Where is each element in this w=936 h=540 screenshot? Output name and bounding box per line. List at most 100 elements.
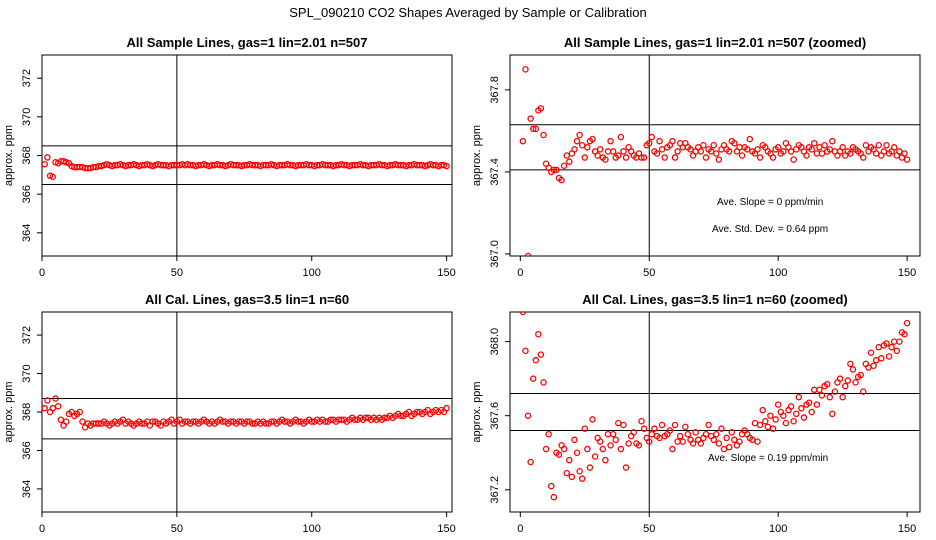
data-point: [813, 401, 821, 408]
x-tick-label: 50: [171, 267, 183, 279]
y-tick-label: 368: [21, 146, 33, 164]
y-tick-label: 366: [21, 441, 33, 459]
figure-title: SPL_090210 CO2 Shapes Averaged by Sample…: [289, 5, 647, 20]
chart-title: All Sample Lines, gas=1 lin=2.01 n=507 (…: [564, 35, 866, 50]
data-point: [227, 418, 235, 425]
data-point: [818, 392, 826, 399]
data-point: [219, 418, 226, 425]
data-point: [49, 173, 57, 181]
chart-panel-1: All Sample Lines, gas=1 lin=2.01 n=507 ap…: [3, 35, 456, 279]
y-tick-label: 370: [21, 364, 33, 382]
data-point: [893, 347, 901, 355]
x-tick-label: 150: [437, 267, 455, 279]
x-tick-label: 100: [769, 267, 787, 279]
data-point: [52, 395, 59, 402]
data-point: [602, 156, 609, 163]
data-point: [731, 436, 738, 444]
data-point: [847, 150, 854, 157]
data-point: [620, 421, 627, 429]
data-point: [638, 154, 645, 161]
data-point: [738, 152, 746, 159]
data-point: [787, 148, 795, 155]
data-point: [79, 418, 86, 425]
plot-frame: [509, 311, 921, 513]
data-points: [42, 154, 450, 181]
data-point: [566, 158, 573, 165]
data-point: [896, 148, 903, 155]
data-point: [689, 440, 697, 447]
data-point: [95, 420, 102, 427]
data-point: [612, 436, 619, 444]
data-point: [860, 154, 867, 161]
data-point: [875, 343, 882, 351]
data-point: [443, 162, 450, 170]
data-point: [602, 456, 609, 464]
y-tick-label: 367.0: [489, 240, 501, 268]
data-point: [762, 418, 769, 425]
data-point: [268, 418, 275, 425]
data-point: [725, 443, 733, 451]
data-point: [76, 408, 84, 416]
plot-frame: [509, 54, 921, 257]
data-point: [890, 144, 898, 151]
data-point: [710, 436, 717, 444]
data-point: [849, 366, 857, 373]
data-point: [829, 137, 836, 145]
data-point: [573, 137, 581, 145]
data-point: [653, 150, 661, 157]
data-point: [566, 456, 573, 464]
data-point: [63, 418, 70, 425]
data-point: [563, 152, 570, 159]
chart-title: All Sample Lines, gas=1 lin=2.01 n=507: [127, 35, 368, 50]
data-point: [759, 406, 766, 414]
y-tick-label: 364: [21, 480, 33, 498]
data-point: [883, 340, 890, 347]
data-point: [656, 137, 663, 145]
data-point: [808, 146, 815, 153]
data-point: [687, 146, 694, 153]
data-point: [790, 418, 797, 425]
data-point: [790, 156, 797, 163]
data-point: [774, 401, 782, 408]
data-point: [702, 154, 710, 161]
data-point: [792, 410, 800, 418]
data-point: [674, 148, 681, 155]
data-point: [578, 475, 586, 482]
data-point: [831, 388, 839, 395]
data-point: [555, 451, 563, 458]
chart-panel-3: All Cal. Lines, gas=3.5 lin=1 n=60 approx…: [3, 292, 456, 535]
data-point: [901, 150, 908, 157]
data-point: [697, 440, 705, 447]
x-tick-label: 50: [643, 267, 655, 279]
data-point: [725, 148, 733, 155]
y-tick-label: 368: [21, 403, 33, 421]
data-point: [522, 66, 529, 73]
chart-panel-2: All Sample Lines, gas=1 lin=2.01 n=507 (…: [471, 35, 921, 279]
x-tick-label: 100: [303, 523, 321, 535]
data-point: [537, 351, 545, 358]
data-point: [443, 404, 450, 412]
data-point: [671, 421, 679, 429]
y-axis-label: approx. ppm: [471, 125, 483, 186]
data-point: [584, 144, 591, 151]
data-point: [609, 148, 617, 155]
data-point: [519, 312, 527, 316]
data-point: [821, 141, 828, 149]
data-point: [308, 418, 315, 425]
data-point: [281, 418, 289, 425]
y-tick-label: 364: [21, 224, 33, 242]
data-point: [795, 393, 803, 401]
data-points: [42, 395, 450, 431]
data-point: [189, 418, 197, 425]
data-point: [901, 330, 908, 338]
data-point: [550, 166, 558, 174]
x-tick-label: 0: [39, 523, 45, 535]
data-point: [615, 419, 622, 427]
data-point: [780, 148, 787, 155]
data-point: [880, 148, 888, 155]
data-point: [381, 414, 388, 422]
chart-title: All Cal. Lines, gas=3.5 lin=1 n=60 (zoom…: [582, 292, 848, 307]
data-point: [638, 418, 645, 425]
data-point: [705, 421, 712, 429]
data-point: [576, 131, 583, 139]
